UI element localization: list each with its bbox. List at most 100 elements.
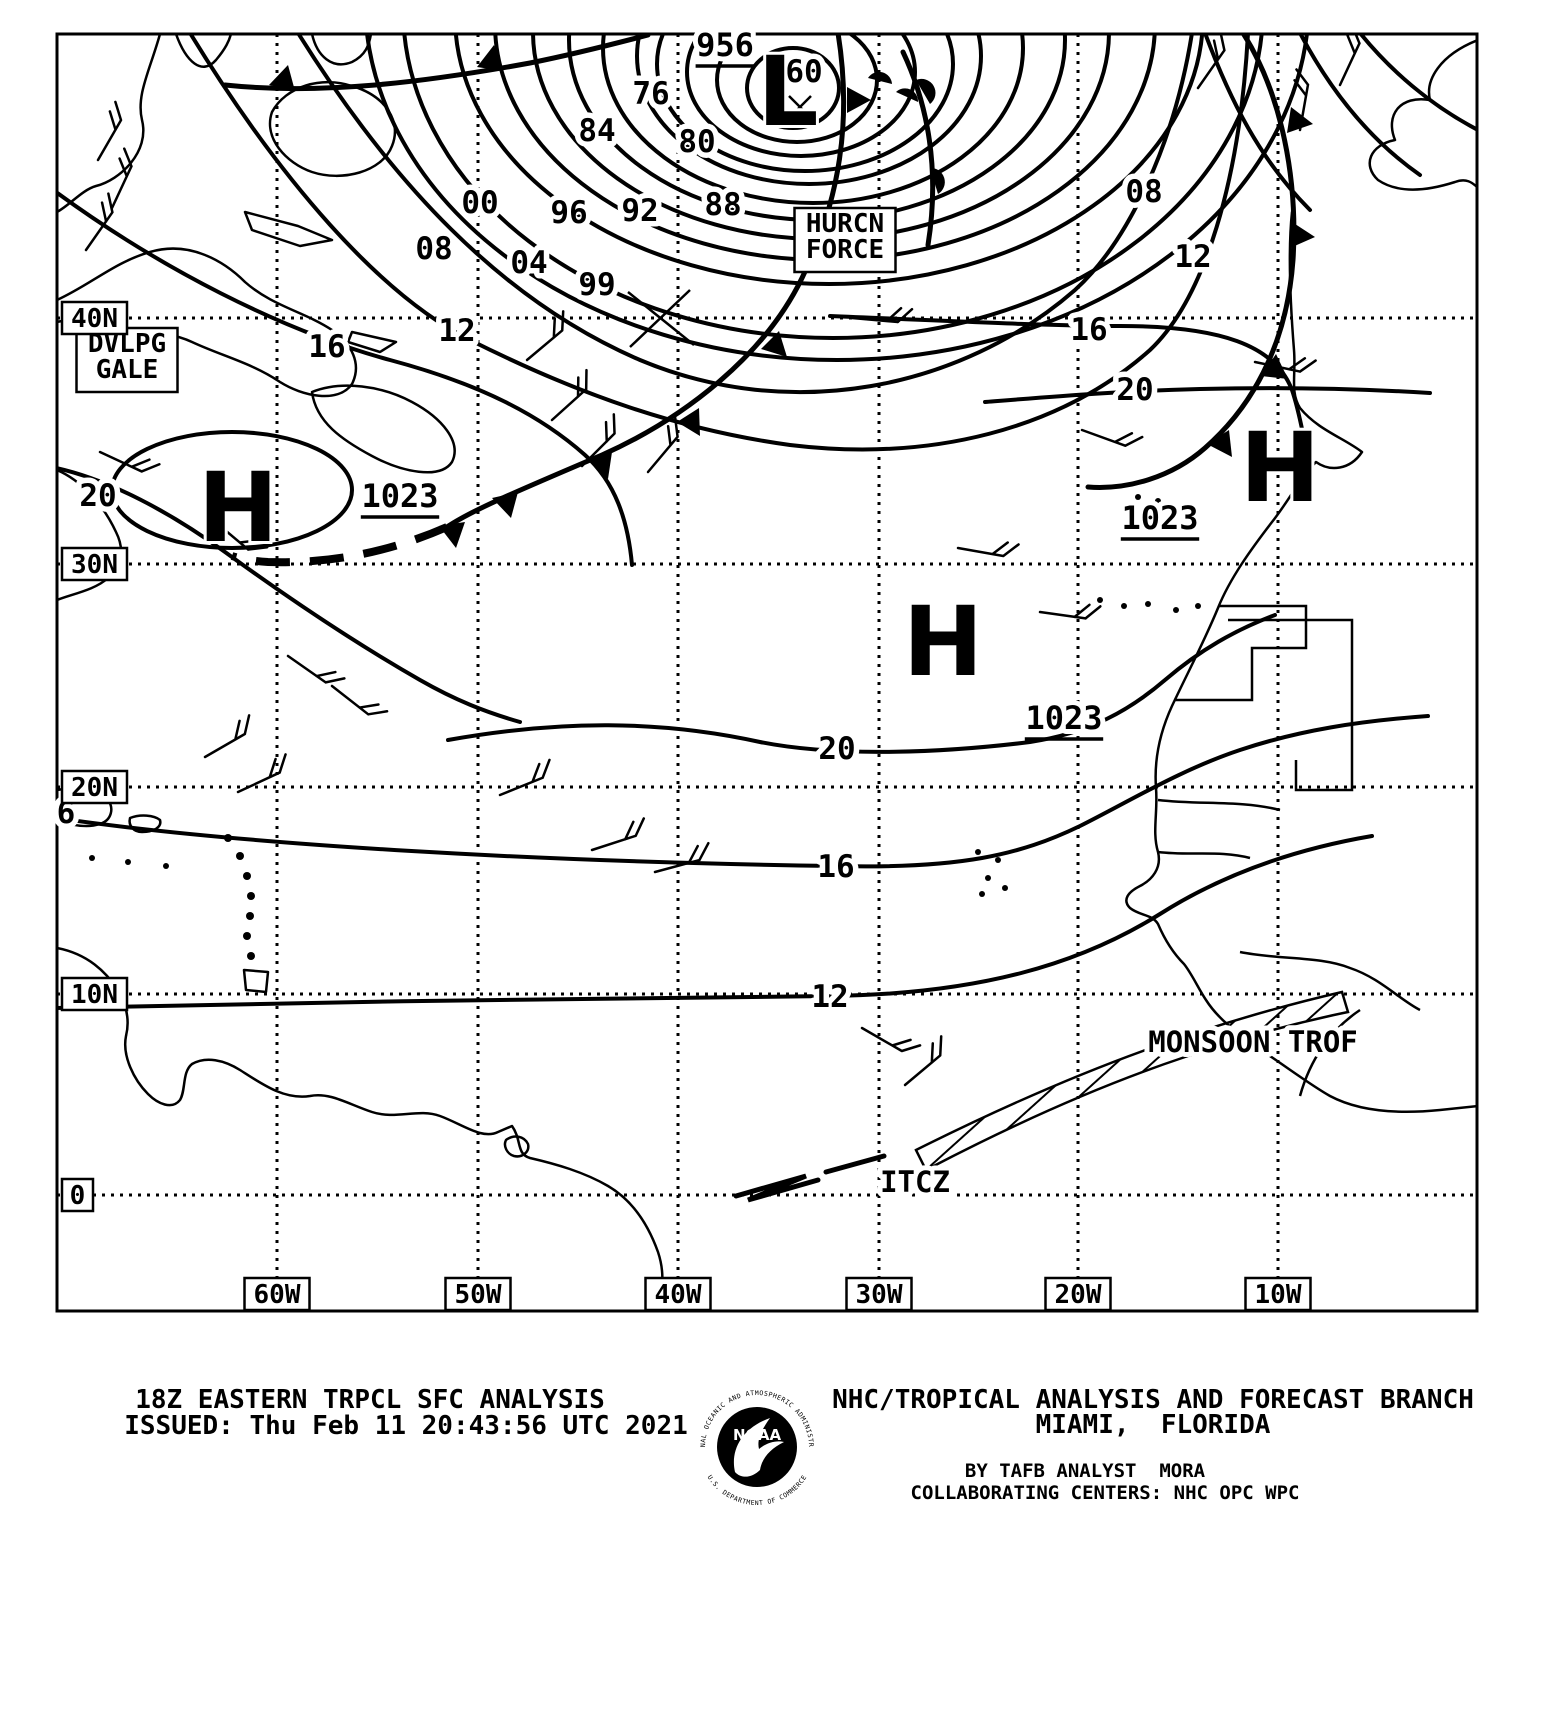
- wind-barb-glyph: [653, 841, 710, 874]
- lesser-antilles: [89, 834, 255, 960]
- wind-barb-glyph: [1038, 603, 1102, 620]
- iberia-france-coast: [1368, 39, 1477, 191]
- annotation-box-text: FORCE: [806, 235, 884, 265]
- lon-label-box: [1244, 1276, 1312, 1312]
- issued-timestamp: ISSUED: Thu Feb 11 20:43:56 UTC 2021: [124, 1411, 688, 1441]
- trinidad: [242, 968, 270, 994]
- isobar-1012-south: [57, 834, 1374, 1010]
- isobar-label: 80: [678, 124, 715, 160]
- wind-barb-glyph: [1293, 68, 1310, 132]
- low-pressure-symbol: L: [757, 36, 818, 148]
- isobar-label: 88: [704, 187, 741, 223]
- lat-label: 20N: [71, 773, 118, 803]
- wind-barb-glyph: [646, 416, 679, 474]
- weather-fronts: [222, 34, 1315, 567]
- isobar-label: 08: [1125, 174, 1162, 210]
- wind-barb: [653, 841, 710, 874]
- wind-barb: [850, 306, 914, 324]
- branch-location: MIAMI, FLORIDA: [1036, 1410, 1271, 1440]
- wind-barb: [1080, 428, 1144, 447]
- wind-barb: [96, 100, 123, 162]
- lat-label: 30N: [71, 550, 118, 580]
- wind-barb: [903, 1035, 943, 1087]
- wind-barb-glyph: [850, 306, 914, 324]
- isobar-label: 92: [621, 193, 658, 229]
- collaborating-centers: COLLABORATING CENTERS: NHC OPC WPC: [911, 1482, 1300, 1504]
- wind-barb-glyph: [1253, 357, 1317, 373]
- wind-barb-glyph: [203, 714, 251, 759]
- annotation-box: [75, 326, 179, 394]
- high-pressure-symbol: H: [198, 452, 278, 564]
- isobar-label: 20: [818, 731, 855, 767]
- wind-barb-glyph: [286, 654, 346, 684]
- wind-barb: [1038, 603, 1102, 620]
- labrador-north-blob: [310, 34, 373, 66]
- wind-barb: [1253, 357, 1317, 373]
- niger-river-borders: [1239, 950, 1421, 1097]
- mauritania-mali-border: [1228, 618, 1354, 792]
- lat-label: 10N: [71, 980, 118, 1010]
- isobar-label: 20: [79, 478, 116, 514]
- central-pressure-value: 1023: [1025, 699, 1102, 737]
- wind-barb-glyph: [110, 147, 133, 210]
- wind-barb: [84, 192, 114, 252]
- isobar-1016-nw: [57, 190, 634, 567]
- newfoundland: [268, 81, 397, 178]
- lon-label-box: [444, 1276, 512, 1312]
- wind-barb: [525, 310, 565, 362]
- wind-barb: [330, 684, 389, 716]
- lon-label: 60W: [254, 1280, 301, 1310]
- low-center-cross: [788, 95, 812, 119]
- lat-label-box: [60, 546, 129, 582]
- annotation-box-text: GALE: [96, 355, 159, 385]
- central-pressure-value: 1023: [361, 477, 438, 515]
- analysis-title: 18Z EASTERN TRPCL SFC ANALYSIS: [135, 1385, 605, 1415]
- central-pressure-value: 1023: [1121, 499, 1198, 537]
- lon-label-box: [845, 1276, 913, 1312]
- noaa-seagull-icon: [733, 1418, 784, 1477]
- high-pressure-symbol: H: [1240, 412, 1320, 524]
- greenland-tip: [174, 34, 233, 68]
- noaa-logo-text: NOAA: [733, 1426, 782, 1444]
- wind-barb: [98, 450, 161, 473]
- lat-label-box: [60, 1177, 95, 1213]
- annotation-box: [793, 206, 897, 274]
- map-border: [55, 32, 1479, 1313]
- wind-barb: [498, 758, 551, 797]
- isobar-label: 16: [817, 849, 854, 885]
- isobar-1023-left-high: [110, 430, 354, 550]
- senegal-river: [1157, 798, 1281, 860]
- isobar-label: 84: [578, 113, 615, 149]
- wind-barb: [550, 368, 588, 422]
- coastlines: [57, 34, 1477, 1311]
- lon-label: 40W: [655, 1280, 702, 1310]
- analyst-credit: BY TAFB ANALYST MORA: [965, 1460, 1206, 1482]
- isobar-1012: [188, 34, 1250, 452]
- footer: 18Z EASTERN TRPCL SFC ANALYSIS ISSUED: T…: [124, 1385, 1474, 1504]
- monsoon-trough-band: [914, 990, 1350, 1172]
- wind-barb: [580, 413, 616, 468]
- south-america-coast: [57, 946, 664, 1311]
- isobar-1008: [296, 34, 1194, 395]
- latitude-longitude-labels: 40N 30N 20N 10N 0 60W 50W 40W 30W 20W 10W: [60, 300, 1312, 1312]
- isobar-1020-south: [446, 613, 1277, 754]
- lat-label-box: [60, 976, 129, 1012]
- atlantic-islands: [975, 494, 1201, 897]
- isobar-label: 16: [1070, 312, 1107, 348]
- branch-name: NHC/TROPICAL ANALYSIS AND FORECAST BRANC…: [832, 1385, 1474, 1415]
- wind-barb: [1293, 68, 1310, 132]
- isobar-label: 16: [308, 329, 345, 365]
- west-sahara-border: [1174, 604, 1308, 702]
- pei: [346, 330, 398, 354]
- wind-barb: [203, 714, 251, 759]
- wind-barb: [646, 416, 679, 474]
- wind-barb-glyph: [580, 413, 616, 468]
- wind-barb-glyph: [550, 368, 588, 422]
- isobar-ne-3: [1358, 34, 1477, 132]
- front-intersection-cross: [627, 289, 695, 348]
- wind-barb: [286, 654, 346, 684]
- lat-label-box: [60, 769, 129, 805]
